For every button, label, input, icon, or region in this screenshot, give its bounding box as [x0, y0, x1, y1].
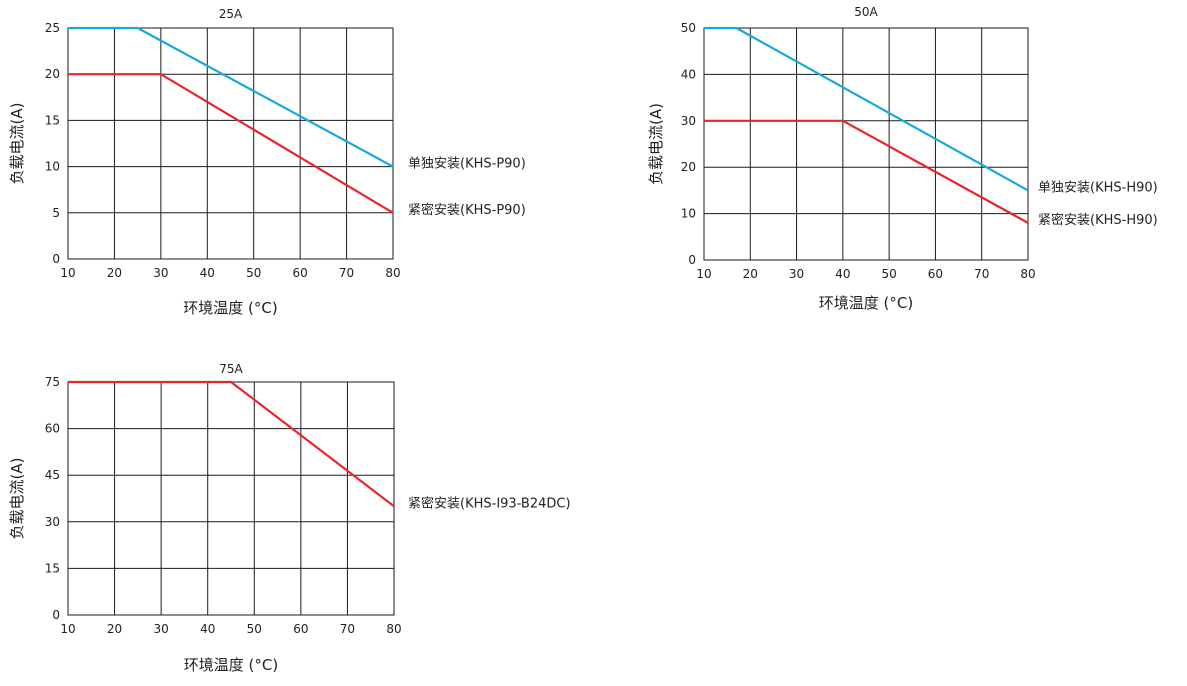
chart-1-xtick-label: 80 [385, 266, 400, 280]
chart-1-series-1-line [68, 26, 394, 168]
chart-1-frame [67, 27, 394, 260]
chart-2-xtick-label: 30 [789, 267, 804, 281]
chart-2-xtick-label: 70 [974, 267, 989, 281]
chart-1-series-2-line [68, 73, 394, 214]
chart-1-ytick-label: 15 [45, 113, 60, 127]
chart-1-ylabel: 负载电流(A) [8, 103, 26, 185]
chart-2-xtick-label: 50 [882, 267, 897, 281]
chart-1-ytick-label: 25 [45, 21, 60, 35]
chart-1-ytick-label: 5 [52, 206, 60, 220]
chart-2-xtick-label: 20 [743, 267, 758, 281]
chart-3-series-1-line [68, 380, 395, 508]
chart-2-series-1-line [704, 26, 1029, 192]
chart-3-ytick-label: 30 [45, 515, 60, 529]
chart-2-series-2-line [704, 119, 1029, 224]
chart-2-title: 50A [854, 5, 878, 19]
chart-3-ytick-label: 75 [45, 375, 60, 389]
chart-2-xtick-label: 80 [1020, 267, 1035, 281]
chart-3-xtick-label: 60 [293, 622, 308, 636]
chart-3-ytick-label: 0 [52, 608, 60, 622]
chart-1-xtick-label: 40 [200, 266, 215, 280]
chart-3-ylabel: 负载电流(A) [8, 458, 26, 540]
chart-1-xtick-label: 50 [246, 266, 261, 280]
chart-1-ytick-label: 0 [52, 252, 60, 266]
chart-3: 10 20 30 40 50 60 70 80 0 15 30 45 60 75 75A 环境温度 (°C) 负… [8, 362, 571, 674]
chart-3-xtick-label: 10 [60, 622, 75, 636]
chart-3-xtick-label: 40 [200, 622, 215, 636]
chart-1-series-1-label: 单独安装(KHS-P90) [408, 157, 526, 172]
chart-1-title: 25A [219, 7, 243, 21]
chart-3-xtick-label: 20 [107, 622, 122, 636]
chart-2-xtick-label: 10 [696, 267, 711, 281]
chart-2-ytick-label: 50 [681, 21, 696, 35]
chart-1-ytick-label: 10 [45, 160, 60, 174]
chart-3-xtick-label: 30 [154, 622, 169, 636]
chart-1-series-2-label: 紧密安装(KHS-P90) [408, 202, 526, 218]
chart-1-plot-area [68, 28, 393, 259]
chart-1-xtick-label: 10 [60, 266, 75, 280]
chart-3-series-1-label: 紧密安装(KHS-I93-B24DC) [408, 495, 571, 511]
chart-3-xlabel: 环境温度 (°C) [184, 656, 278, 674]
chart-2-series-2-label: 紧密安装(KHS-H90) [1038, 212, 1158, 228]
chart-3-ytick-label: 60 [45, 422, 60, 436]
chart-3-plot-area [68, 382, 394, 615]
chart-1-xtick-label: 20 [107, 266, 122, 280]
chart-2-xlabel: 环境温度 (°C) [819, 294, 913, 312]
chart-3-xtick-label: 80 [386, 622, 401, 636]
chart-2-series-1-label: 单独安装(KHS-H90) [1038, 180, 1158, 195]
chart-1-xtick-label: 30 [153, 266, 168, 280]
chart-2-ytick-label: 10 [681, 207, 696, 221]
chart-3-ytick-label: 45 [45, 468, 60, 482]
chart-1-xtick-label: 60 [293, 266, 308, 280]
chart-2-ytick-label: 30 [681, 114, 696, 128]
chart-1-xlabel: 环境温度 (°C) [183, 299, 277, 317]
chart-3-xtick-label: 70 [340, 622, 355, 636]
chart-2-xtick-label: 40 [835, 267, 850, 281]
chart-2-ytick-label: 20 [681, 160, 696, 174]
chart-2-plot-area [704, 28, 1028, 260]
chart-2-ylabel: 负载电流(A) [647, 103, 665, 185]
chart-2-xtick-label: 60 [928, 267, 943, 281]
chart-2-ytick-label: 40 [681, 67, 696, 81]
chart-1-ytick-label: 20 [45, 67, 60, 81]
chart-2-ytick-label: 0 [688, 253, 696, 267]
chart-2-frame [703, 27, 1029, 261]
chart-1-xtick-label: 70 [339, 266, 354, 280]
chart-1: 10 20 30 40 50 60 70 80 0 5 10 15 20 25 25A 环境温度 (°C) 负载… [8, 7, 526, 317]
chart-3-xtick-label: 50 [247, 622, 262, 636]
chart-3-title: 75A [219, 362, 243, 376]
chart-3-ytick-label: 15 [45, 561, 60, 575]
